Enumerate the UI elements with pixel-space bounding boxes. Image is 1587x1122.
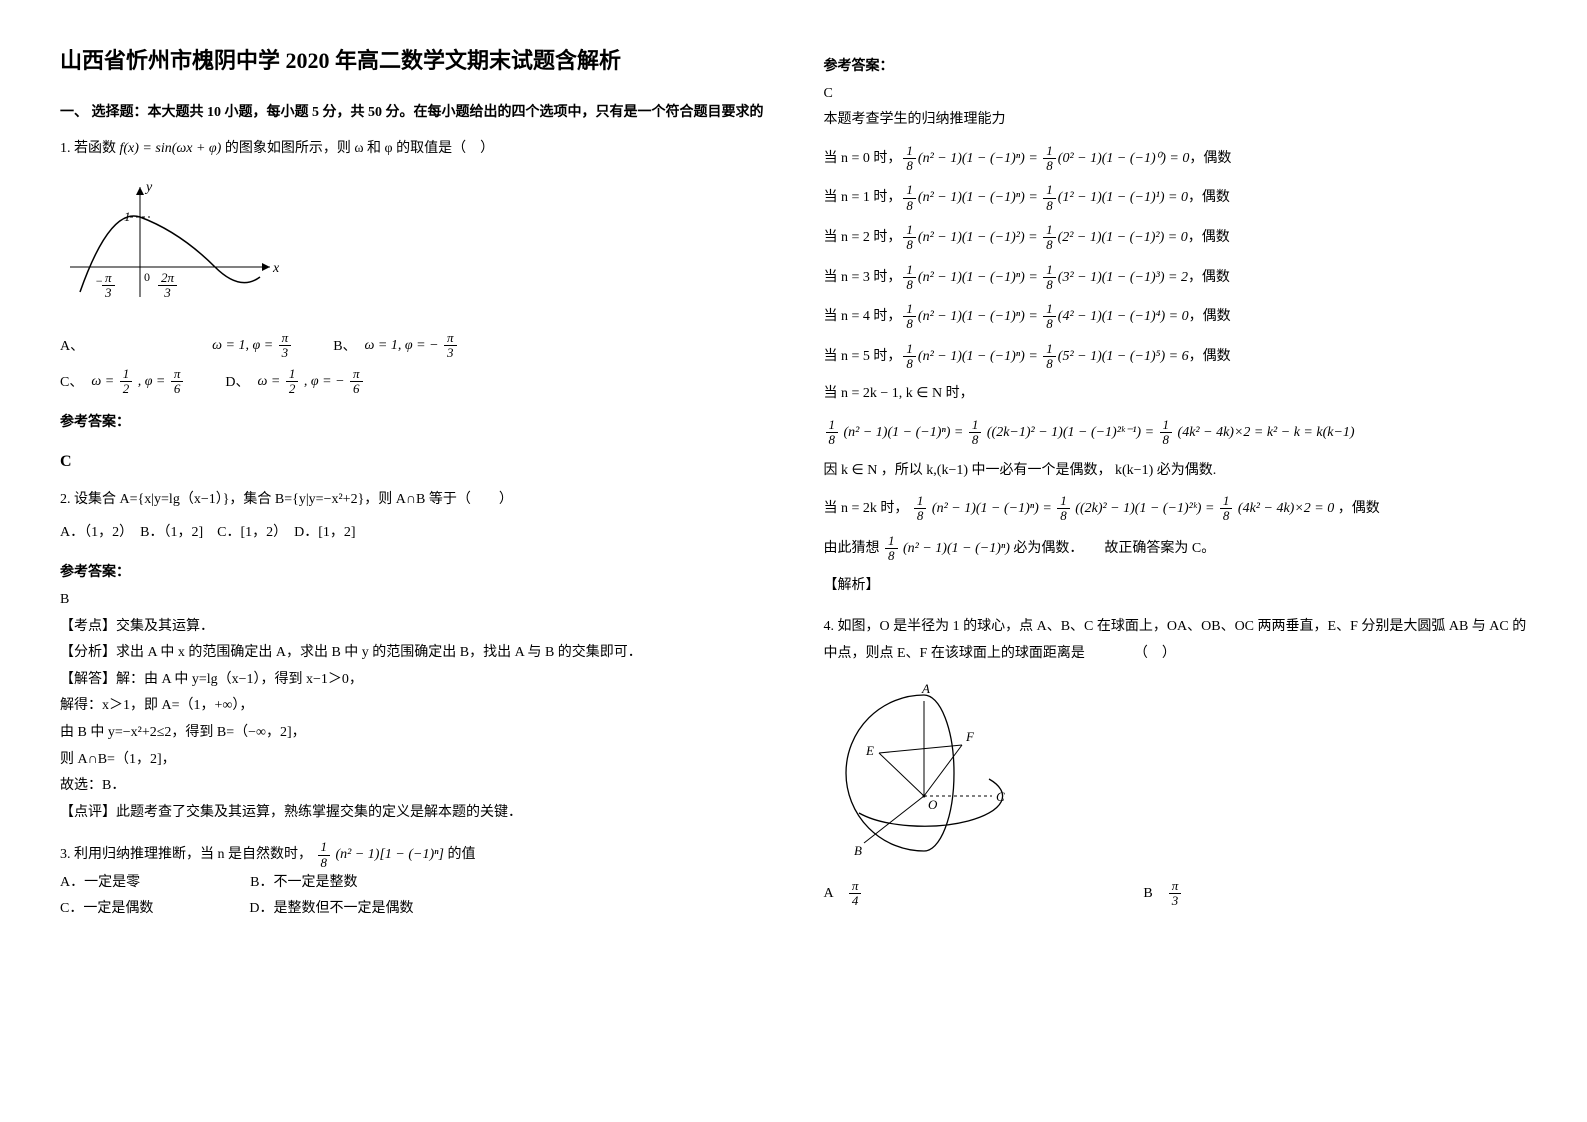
q3-opt-b: B．不一定是整数 <box>250 870 357 897</box>
q1-fn: f(x) = sin(ωx + φ) <box>120 141 222 156</box>
q3-opt-a: A．一定是零 <box>60 870 140 897</box>
q3-ans-note: 本题考查学生的归纳推理能力 <box>824 107 1528 134</box>
q2-l8: 【点评】此题考查了交集及其运算，熟练掌握交集的定义是解本题的关键． <box>60 800 764 827</box>
q3-row-kN: 因 k ∈ N ，所以 k,(k−1) 中一必有一个是偶数， k(k−1) 必为… <box>824 458 1528 485</box>
q2-l7: 故选：B． <box>60 773 764 800</box>
q1-opt-b-label: B、 <box>333 334 356 361</box>
q4-label-F: F <box>965 729 975 744</box>
q3-expr: (n² − 1)[1 − (−1)ⁿ] <box>336 847 445 862</box>
q2-l2: 【分析】求出 A 中 x 的范围确定出 A，求出 B 中 y 的范围确定出 B，… <box>60 640 764 667</box>
q3-row-2km1-eq: 18 (n² − 1)(1 − (−1)ⁿ) = 18 ((2k−1)² − 1… <box>824 418 1528 448</box>
q1-opt-b-val: ω = 1, φ = − π3 <box>365 331 459 361</box>
q4-label-O: O <box>928 797 938 812</box>
q3-stem-post: 的值 <box>448 847 476 862</box>
q1-graph: 1 x y − π3 0 2π3 <box>60 177 764 317</box>
q3-row: 当 n = 0 时，18(n² − 1)(1 − (−1)ⁿ) = 18(0² … <box>824 144 1528 174</box>
q4-label-B: B <box>854 843 862 858</box>
q1-opt-a-label: A、 <box>60 334 84 361</box>
q1-opt-a-val: ω = 1, φ = π3 <box>212 331 293 361</box>
q3-opts-row1: A．一定是零 B．不一定是整数 <box>60 870 764 897</box>
q1-opt-d-label: D、 <box>225 370 249 397</box>
question-1: 1. 若函数 f(x) = sin(ωx + φ) 的图象如图所示，则 ω 和 … <box>60 136 764 163</box>
q3-opt-d: D．是整数但不一定是偶数 <box>249 896 413 923</box>
q3-row: 当 n = 3 时，18(n² − 1)(1 − (−1)ⁿ) = 18(3² … <box>824 263 1528 293</box>
q4-opt-b: B π3 <box>1143 879 1183 909</box>
q2-l5: 由 B 中 y=−x²+2≤2，得到 B=（−∞，2]， <box>60 720 764 747</box>
q1-opt-c-label: C、 <box>60 370 83 397</box>
q1-stem-post: 的图象如图所示，则 ω 和 φ 的取值是（ ） <box>225 141 494 156</box>
svg-text:0: 0 <box>144 270 150 284</box>
q1-opt-c-val: ω = 12 , φ = π6 <box>91 367 185 397</box>
svg-text:x: x <box>272 261 280 276</box>
q3-worked-rows: 当 n = 0 时，18(n² − 1)(1 − (−1)ⁿ) = 18(0² … <box>824 144 1528 372</box>
q3-jiexi: 【解析】 <box>824 573 1528 600</box>
q1-opt-d-val: ω = 12 , φ = − π6 <box>258 367 365 397</box>
q4-figure: A B C E F O <box>824 683 1528 863</box>
q3-stem: 3. 利用归纳推理推断，当 n 是自然数时， 18 (n² − 1)[1 − (… <box>60 840 764 870</box>
q3-row-2km1-when: 当 n = 2k − 1, k ∈ N 时， <box>824 381 1528 408</box>
q2-stem: 2. 设集合 A={x|y=lg（x−1）}，集合 B={y|y=−x²+2}，… <box>60 487 764 514</box>
q3-ans: C <box>824 81 1528 108</box>
q3-row: 当 n = 1 时，18(n² − 1)(1 − (−1)ⁿ) = 18(1² … <box>824 183 1528 213</box>
q2-ans-label: 参考答案： <box>60 560 764 587</box>
q4-stem: 4. 如图，O 是半径为 1 的球心，点 A、B、C 在球面上，OA、OB、OC… <box>824 614 1528 667</box>
q3-opt-c: C．一定是偶数 <box>60 896 153 923</box>
left-column: 山西省忻州市槐阴中学 2020 年高二数学文期末试题含解析 一、 选择题：本大题… <box>60 40 764 923</box>
q1-opts-cd: C、 ω = 12 , φ = π6 D、 ω = 12 , φ = − π6 <box>60 367 764 397</box>
q1-ans-label: 参考答案： <box>60 410 764 437</box>
q2-l6: 则 A∩B=（1，2]， <box>60 747 764 774</box>
q1-ans: C <box>60 447 764 477</box>
q1-stem-pre: 1. 若函数 <box>60 141 120 156</box>
q4-label-A: A <box>921 683 930 696</box>
section-1-head: 一、 选择题：本大题共 10 小题，每小题 5 分，共 50 分。在每小题给出的… <box>60 100 764 127</box>
svg-text:y: y <box>144 180 153 195</box>
q1-opts-ab: A、 ω = 1, φ = π3 B、 ω = 1, φ = − π3 <box>60 331 764 361</box>
q3-row: 当 n = 2 时，18(n² − 1)(1 − (−1)²) = 18(2² … <box>824 223 1528 253</box>
q3-row: 当 n = 4 时，18(n² − 1)(1 − (−1)ⁿ) = 18(4² … <box>824 302 1528 332</box>
q4-opt-a: A π4 <box>824 879 864 909</box>
q3-ans-label: 参考答案： <box>824 54 1528 81</box>
doc-title: 山西省忻州市槐阴中学 2020 年高二数学文期末试题含解析 <box>60 40 764 82</box>
q2-l1: 【考点】交集及其运算． <box>60 614 764 641</box>
q3-row: 当 n = 5 时，18(n² − 1)(1 − (−1)ⁿ) = 18(5² … <box>824 342 1528 372</box>
q2-opts: A．（1，2） B．（1，2] C．[1，2） D．[1，2] <box>60 520 764 547</box>
q2-ans: B <box>60 587 764 614</box>
q3-row-2k: 当 n = 2k 时， 18 (n² − 1)(1 − (−1)ⁿ) = 18 … <box>824 494 1528 524</box>
q3-guess: 由此猜想 18 (n² − 1)(1 − (−1)ⁿ) 必为偶数． 故正确答案为… <box>824 534 1528 564</box>
q4-label-E: E <box>865 743 874 758</box>
svg-text:1: 1 <box>124 209 131 224</box>
right-column: 参考答案： C 本题考查学生的归纳推理能力 当 n = 0 时，18(n² − … <box>824 40 1528 923</box>
q3-stem-pre: 3. 利用归纳推理推断，当 n 是自然数时， <box>60 847 312 862</box>
q3-opts-row2: C．一定是偶数 D．是整数但不一定是偶数 <box>60 896 764 923</box>
q2-l3: 【解答】解：由 A 中 y=lg（x−1），得到 x−1＞0， <box>60 667 764 694</box>
q4-opts: A π4 B π3 <box>824 879 1528 909</box>
q4-label-C: C <box>996 789 1005 804</box>
q2-l4: 解得：x＞1，即 A=（1，+∞）， <box>60 693 764 720</box>
